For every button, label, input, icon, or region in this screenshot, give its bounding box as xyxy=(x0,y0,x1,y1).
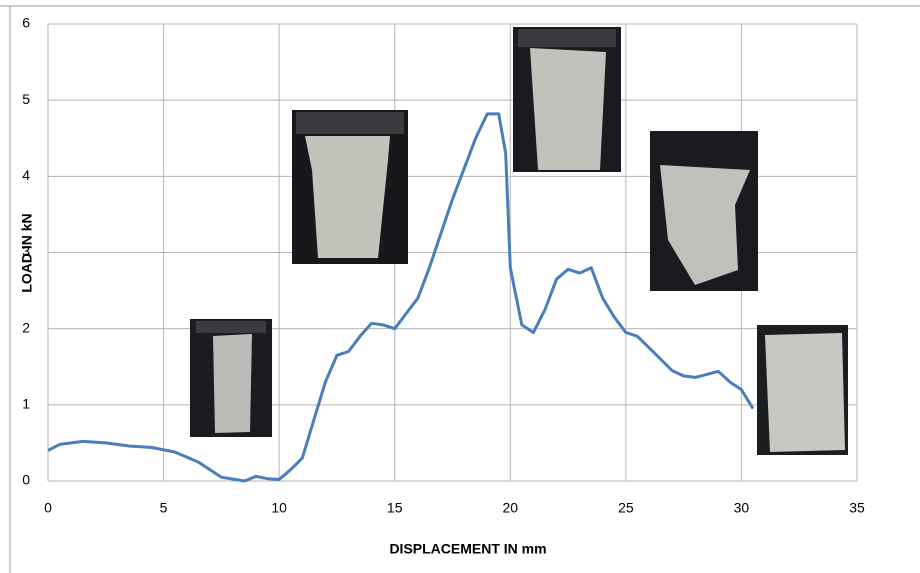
x-tick-label: 30 xyxy=(734,500,750,516)
y-tick-label: 4 xyxy=(22,167,30,183)
specimen-photo xyxy=(513,27,621,172)
y-tick-label: 0 xyxy=(22,472,30,488)
x-tick-label: 10 xyxy=(271,500,287,516)
specimen-photo xyxy=(292,110,408,264)
y-tick-label: 5 xyxy=(22,91,30,107)
y-tick-label: 3 xyxy=(22,243,30,259)
photos xyxy=(190,27,848,455)
x-axis-title: DISPLACEMENT IN mm xyxy=(389,541,546,557)
page: {"chart_data": {"type": "line", "xlabel"… xyxy=(0,0,920,573)
x-tick-label: 25 xyxy=(618,500,634,516)
y-tick-label: 6 xyxy=(22,15,30,31)
y-tick-label: 1 xyxy=(22,396,30,412)
x-tick-label: 35 xyxy=(849,500,865,516)
x-tick-label: 0 xyxy=(44,500,52,516)
specimen-photo xyxy=(190,319,272,437)
x-tick-label: 20 xyxy=(502,500,518,516)
specimen-photo xyxy=(757,325,848,455)
y-tick-label: 2 xyxy=(22,319,30,335)
specimen-photo xyxy=(650,131,758,291)
x-tick-label: 15 xyxy=(387,500,403,516)
x-tick-label: 5 xyxy=(160,500,168,516)
chart: DISPLACEMENT IN mm LOAD IN kN 0123456051… xyxy=(0,0,920,573)
